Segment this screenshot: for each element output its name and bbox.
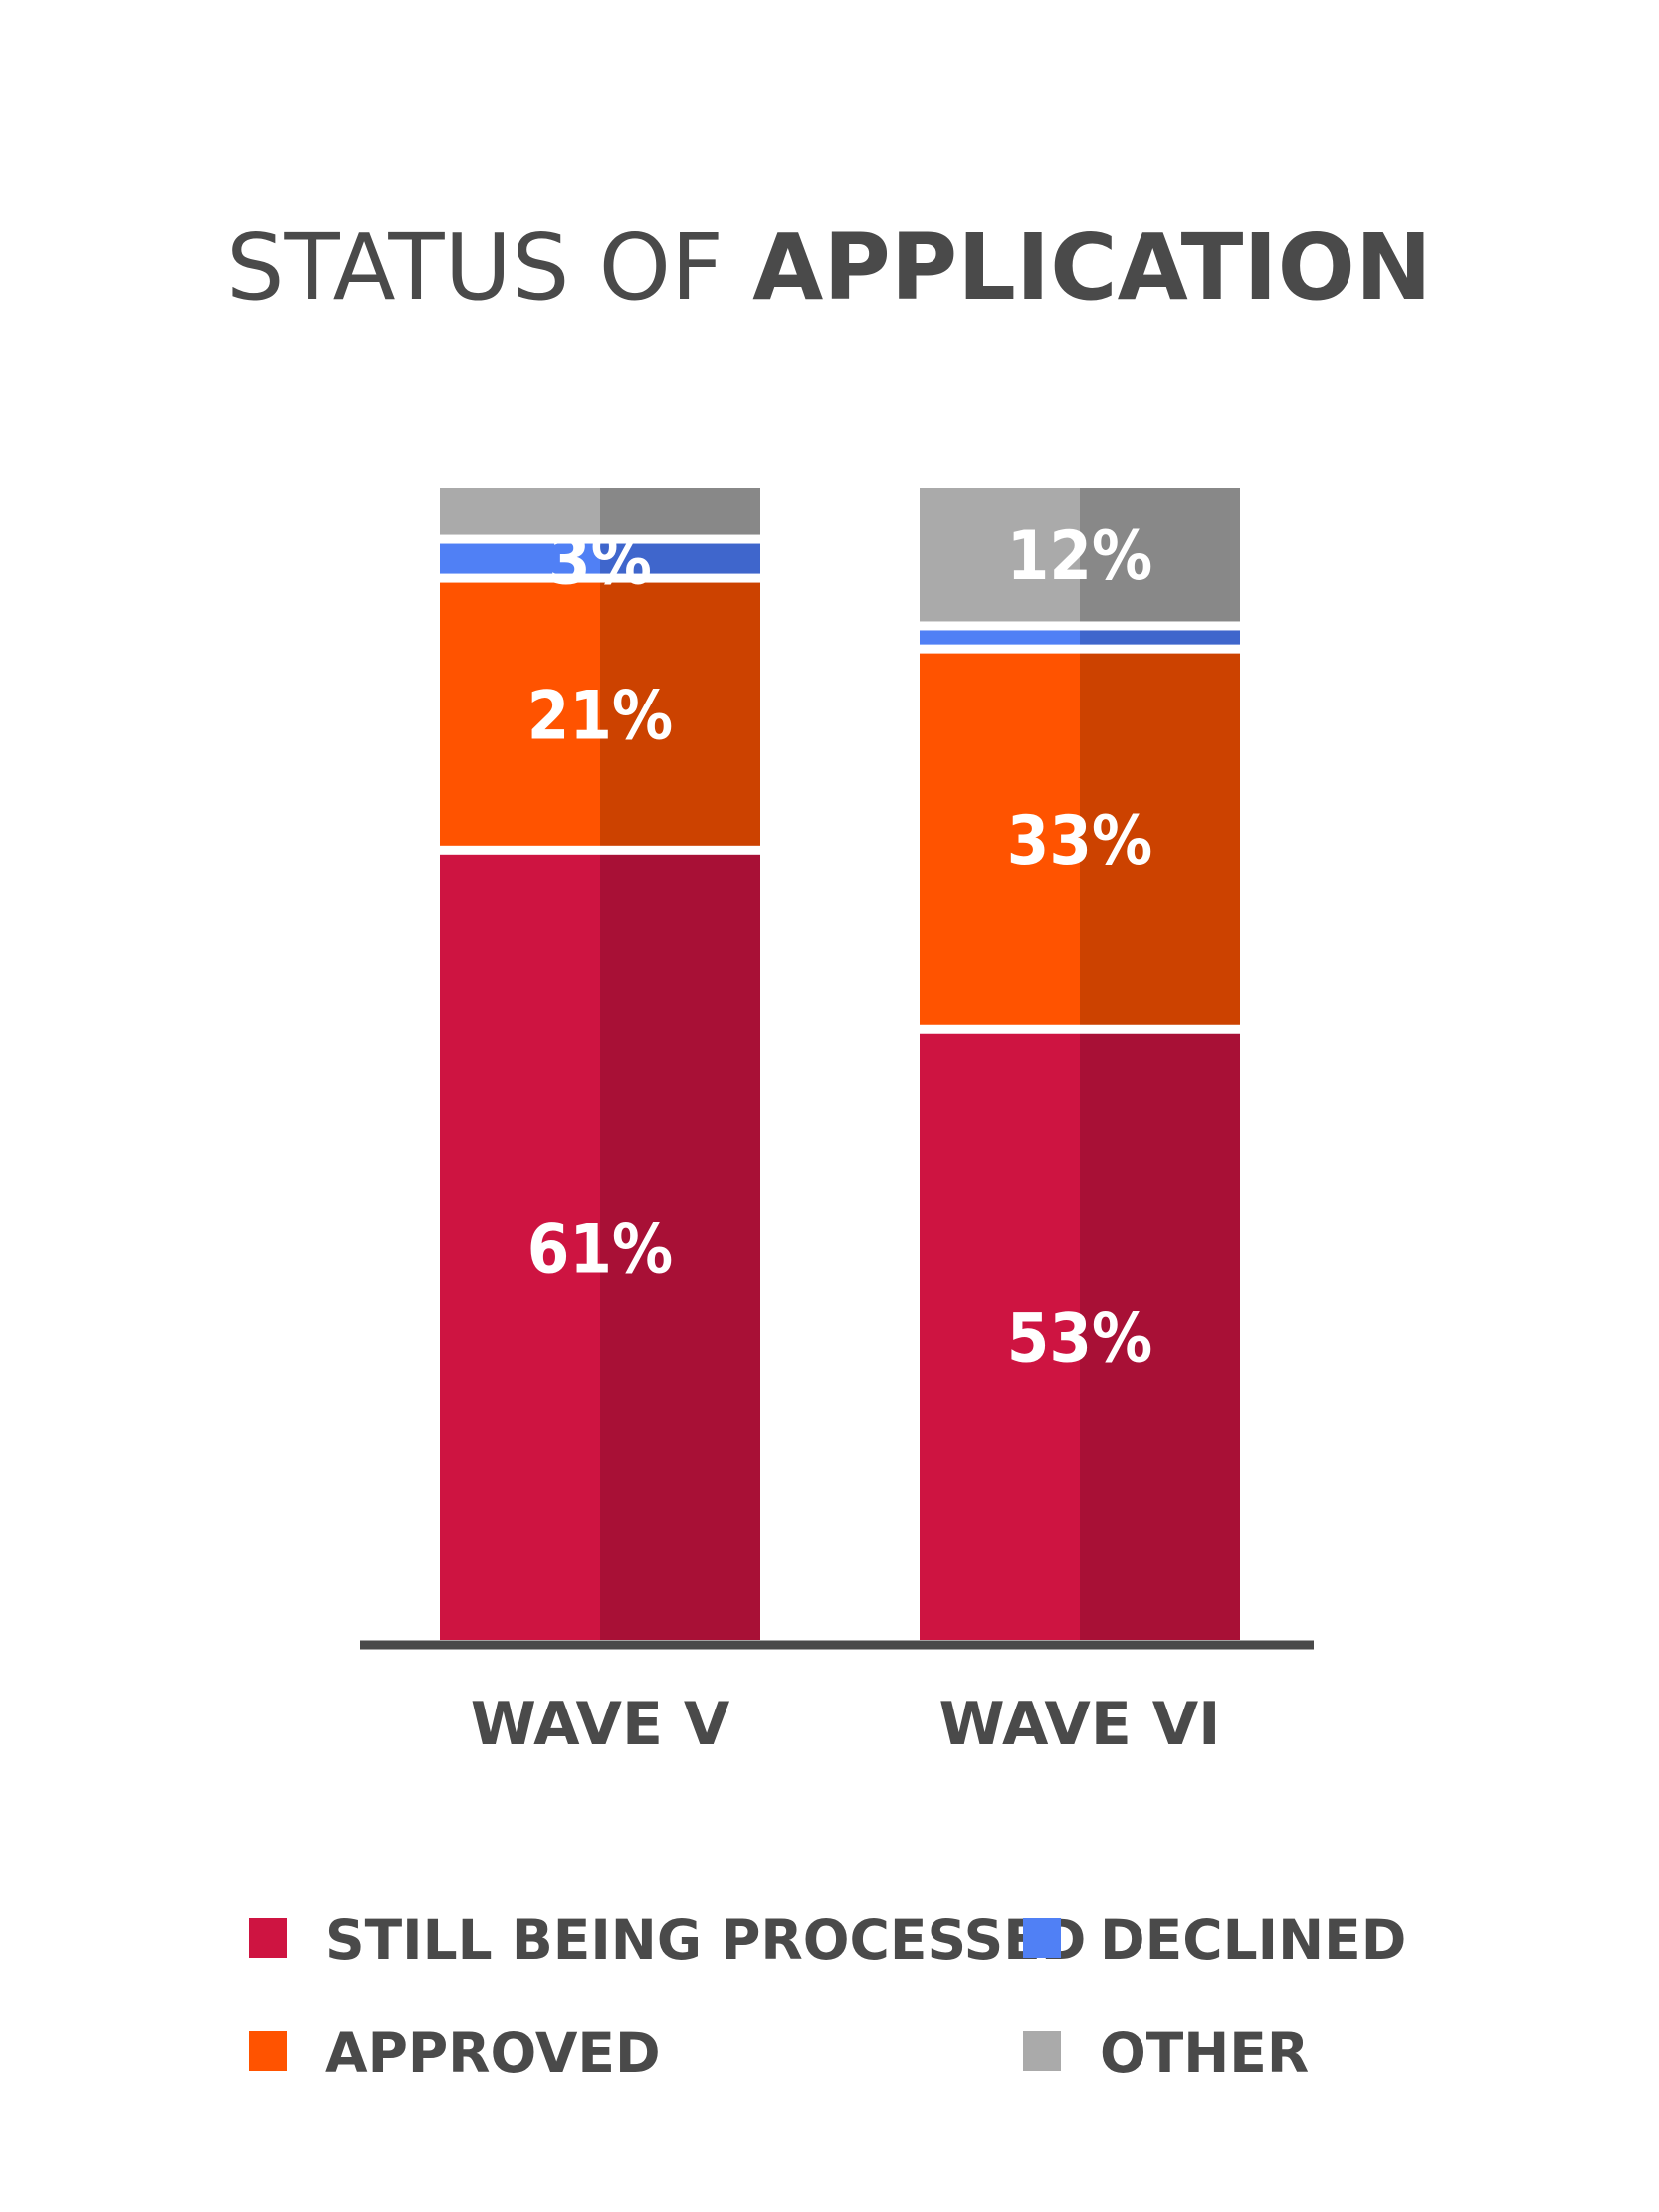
data-label-wave-vi-approved: 33%	[1007, 802, 1152, 881]
legend-swatch-declined	[1023, 1918, 1061, 1958]
bar-wave-v-declined-shade	[600, 543, 760, 574]
bar-wave-vi-declined	[920, 630, 1080, 645]
bar-wave-v-approved-shade	[600, 582, 760, 846]
data-label-wave-v-declined: 3%	[548, 522, 652, 601]
bar-wave-vi-approved-shade	[1080, 653, 1240, 1025]
bar-wave-vi-declined-shade	[1080, 630, 1240, 645]
legend-label-other: OTHER	[1100, 2021, 1309, 2085]
category-labels: WAVE V WAVE VI	[471, 1690, 1221, 1759]
legend-swatch-other	[1023, 2031, 1061, 2071]
category-label-wave-v: WAVE V	[471, 1690, 730, 1759]
data-label-wave-v-approved: 21%	[527, 678, 673, 756]
legend-swatch-still-being-processed	[249, 1918, 287, 1958]
chart-title: STATUS OF APPLICATION	[226, 214, 1432, 320]
legend: STILL BEING PROCESSED DECLINED APPROVED OTH…	[249, 1909, 1406, 2085]
legend-label-approved: APPROVED	[325, 2021, 661, 2085]
bar-wave-vi-other-shade	[1080, 488, 1240, 622]
legend-label-still-being-processed: STILL BEING PROCESSED	[325, 1909, 1086, 1972]
bar-wave-v-approved	[440, 582, 600, 846]
bar-wave-v-still-being-processed-shade	[600, 854, 760, 1640]
legend-label-declined: DECLINED	[1100, 1909, 1406, 1972]
bar-wave-v-other	[440, 488, 600, 535]
bar-wave-vi-approved	[920, 653, 1080, 1025]
chart-title-part1: STATUS OF	[226, 214, 752, 320]
legend-swatch-approved	[249, 2031, 287, 2071]
bar-wave-vi-other	[920, 488, 1080, 622]
bar-wave-vi-still-being-processed-shade	[1080, 1033, 1240, 1640]
bar-wave-vi-still-being-processed	[920, 1033, 1080, 1640]
bar-wave-v-still-being-processed	[440, 854, 600, 1640]
bars-group: 61% 21% 3% 53% 33% 12%	[440, 488, 1240, 1640]
bar-wave-v-declined	[440, 543, 600, 574]
category-label-wave-vi: WAVE VI	[939, 1690, 1221, 1759]
data-label-wave-vi-other: 12%	[1007, 517, 1152, 596]
chart-title-part2: APPLICATION	[752, 214, 1432, 320]
bar-wave-v-other-shade	[600, 488, 760, 535]
data-label-wave-v-still-being-processed: 61%	[527, 1210, 673, 1289]
data-label-wave-vi-still-being-processed: 53%	[1007, 1300, 1152, 1378]
